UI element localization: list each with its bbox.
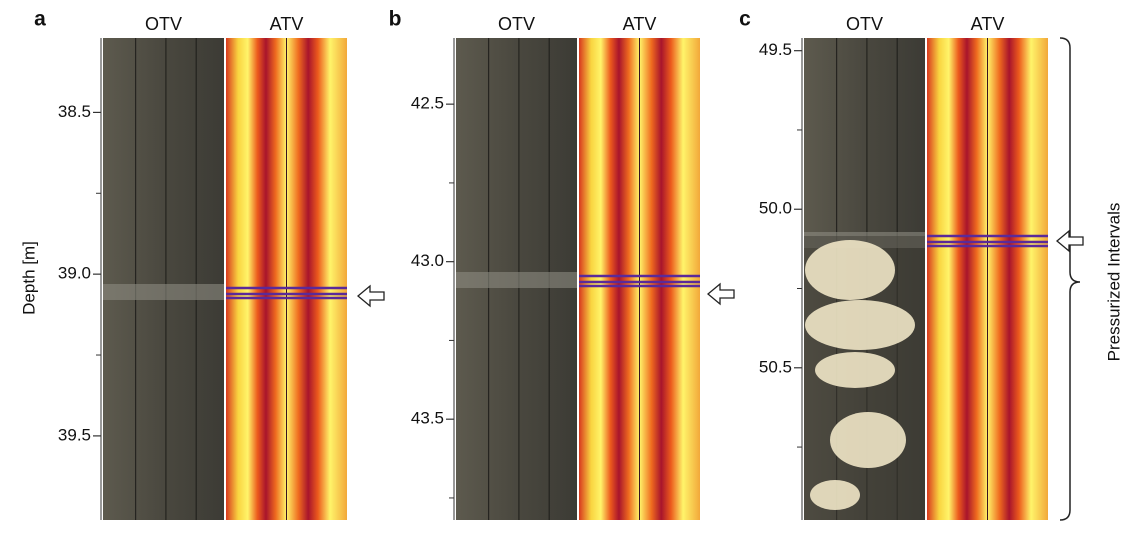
otv-inclusion	[805, 300, 915, 350]
otv-inclusion	[815, 352, 895, 388]
column-header: OTV	[145, 14, 182, 34]
otv-inclusion	[830, 412, 906, 468]
column-header: OTV	[846, 14, 883, 34]
otv-band	[103, 284, 224, 300]
otv-inclusion	[810, 480, 860, 510]
column-header: ATV	[971, 14, 1005, 34]
arrow	[356, 284, 385, 308]
y-tick-label: 39.5	[58, 425, 91, 444]
annotation: Pressurized Intervals	[1104, 203, 1123, 362]
arrow	[706, 282, 735, 306]
arrow	[1055, 229, 1084, 253]
y-tick-label: 49.5	[759, 40, 792, 59]
y-tick-label: 50.0	[759, 199, 792, 218]
y-tick-label: 43.0	[411, 251, 444, 270]
panel-label: c	[739, 8, 751, 31]
column-header: ATV	[270, 14, 304, 34]
otv-inclusion	[805, 240, 895, 300]
otv-band	[456, 272, 577, 288]
y-tick-label: 43.5	[411, 409, 444, 428]
panel-label: b	[389, 8, 402, 31]
column-header: ATV	[623, 14, 657, 34]
axis-label: Depth [m]	[19, 241, 38, 315]
brace	[1059, 37, 1081, 521]
otv-image	[103, 38, 224, 520]
y-tick-label: 42.5	[411, 94, 444, 113]
panel-label: a	[34, 8, 46, 31]
y-tick-label: 50.5	[759, 357, 792, 376]
column-header: OTV	[498, 14, 535, 34]
y-tick-label: 38.5	[58, 102, 91, 121]
y-tick-label: 39.0	[58, 264, 91, 283]
